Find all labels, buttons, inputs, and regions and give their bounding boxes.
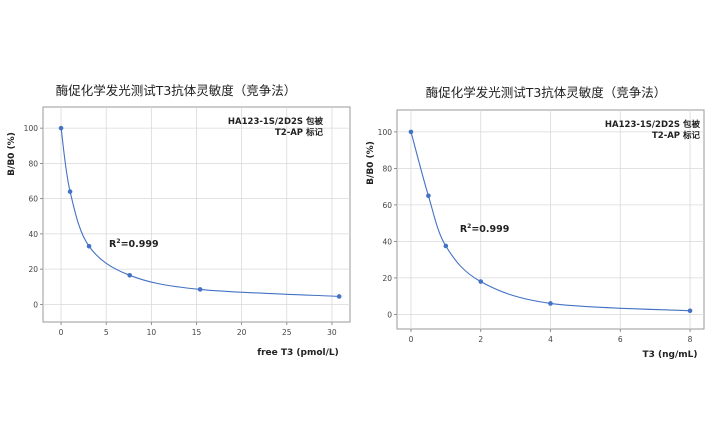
y-tick-label: 0	[387, 310, 392, 319]
x-tick-label: 15	[192, 328, 202, 337]
x-tick-label: 10	[147, 328, 157, 337]
annotation-line: HA123-1S/2D2S 包被	[605, 119, 701, 130]
annotation-line: HA123-1S/2D2S 包被	[228, 116, 324, 127]
x-tick-label: 6	[618, 335, 623, 344]
y-tick-label: 20	[28, 265, 38, 274]
x-tick-label: 2	[478, 335, 483, 344]
y-tick-label: 60	[382, 201, 392, 210]
data-point	[426, 193, 431, 199]
y-tick-label: 0	[33, 300, 38, 309]
r-squared-label: R2=0.999	[109, 238, 159, 250]
annotation-line: T2-AP 标记	[275, 127, 324, 138]
r-squared-label: R2=0.999	[460, 223, 510, 235]
data-point	[127, 272, 132, 278]
data-point	[687, 308, 693, 314]
data-point	[197, 287, 203, 292]
data-point	[67, 189, 73, 194]
chart-2: 0 2 4 6 8020406080100酶促化学发光测试T3抗体灵敏度（竞争法）B/B…	[366, 85, 705, 360]
y-tick-label: 100	[24, 124, 39, 133]
y-axis-label: B/B0 (%)	[7, 132, 17, 176]
x-tick-label: 20	[237, 328, 247, 337]
x-tick-label: 25	[282, 328, 292, 337]
data-point	[408, 129, 414, 135]
y-tick-label: 80	[28, 159, 38, 168]
y-tick-label: 40	[28, 230, 38, 239]
data-point	[336, 294, 342, 299]
y-axis-label: B/B0 (%)	[366, 141, 376, 185]
x-tick-label: 30	[327, 328, 337, 337]
data-point	[548, 301, 553, 306]
x-tick-label: 0	[409, 335, 414, 344]
y-tick-label: 20	[382, 274, 392, 283]
x-tick-label: 0	[59, 328, 64, 337]
data-point	[478, 279, 484, 284]
y-tick-label: 80	[382, 164, 392, 173]
data-point	[443, 243, 449, 249]
fit-curve	[60, 128, 340, 297]
x-axis-label: free T3 (pmol/L)	[257, 348, 339, 358]
x-tick-label: 4	[548, 335, 553, 344]
chart-1: 0 5 10 15 20 25 30 0 20 40 60 80 100 酶促化学发光测试T3抗体灵敏度（…	[7, 83, 351, 358]
chart-title: 酶促化学发光测试T3抗体灵敏度（竞争法）	[426, 85, 667, 100]
y-tick-label: 100	[378, 128, 393, 137]
annotation-line: T2-AP 标记	[652, 130, 701, 141]
x-tick-label: 8	[688, 335, 693, 344]
fit-curve	[410, 131, 691, 312]
chart-title: 酶促化学发光测试T3抗体灵敏度（竞争法）	[56, 83, 297, 98]
data-point	[58, 125, 64, 131]
x-tick-label: 5	[104, 328, 109, 337]
y-tick-label: 60	[28, 195, 38, 204]
y-tick-label: 40	[382, 237, 392, 246]
x-axis-label: T3 (ng/mL)	[642, 350, 697, 360]
data-point	[86, 243, 92, 249]
